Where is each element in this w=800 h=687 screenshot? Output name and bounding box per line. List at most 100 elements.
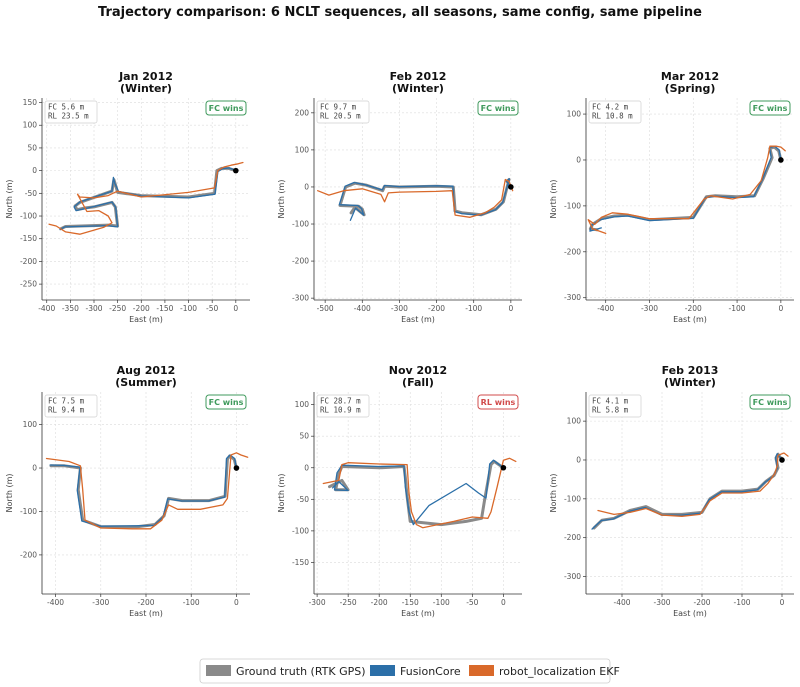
- panel-3: -400 -300 -200 -100 0 100 0 -100 -200 -300 East (m…: [549, 70, 794, 324]
- x-axis-label: East (m): [129, 609, 163, 618]
- x-axis-label: East (m): [673, 609, 707, 618]
- winner-badge-label: FC wins: [209, 398, 244, 407]
- x-tick-label: -250: [109, 304, 126, 313]
- x-tick-label: -300: [641, 304, 658, 313]
- panel-title: (Winter): [120, 82, 172, 95]
- panel-title: Feb 2013: [662, 364, 719, 377]
- x-axis-label: East (m): [401, 315, 435, 324]
- stats-text: FC 5.6 m: [48, 103, 85, 112]
- legend-swatch-ekf: [469, 665, 494, 676]
- y-tick-label: 0: [32, 464, 37, 473]
- x-tick-label: -50: [206, 304, 218, 313]
- winner-badge: [205, 100, 247, 116]
- stats-box: [44, 100, 98, 124]
- origin-marker: [233, 465, 240, 471]
- series-ekf: [45, 452, 249, 530]
- y-tick-label: -200: [564, 533, 581, 542]
- y-tick-label: 50: [299, 432, 309, 441]
- stats-text: FC 7.5 m: [48, 397, 85, 406]
- y-tick-label: 0: [304, 463, 309, 472]
- legend-swatch-ground_truth: [206, 665, 231, 676]
- y-tick-label: 200: [295, 108, 310, 117]
- x-axis-label: East (m): [129, 315, 163, 324]
- stats-text: RL 10.8 m: [592, 112, 633, 121]
- stats-text: RL 5.8 m: [592, 406, 629, 415]
- winner-badge: [205, 394, 247, 410]
- x-tick-label: -200: [137, 598, 154, 607]
- x-tick-label: -100: [733, 598, 750, 607]
- panel-2: -500 -400 -300 -200 -100 0 200 100 0 -100 -200 -300…: [277, 70, 522, 324]
- panel-1: -400 -350 -300 -250 -200 -150 -100 -50 0 150 100 50…: [5, 70, 250, 324]
- x-tick-label: -200: [693, 598, 710, 607]
- series-fusioncore: [338, 178, 512, 221]
- y-tick-label: -100: [292, 220, 309, 229]
- panel-5: -300 -250 -200 -150 -100 -50 0 100 50 0 -50 -100 -15…: [277, 364, 522, 618]
- stats-text: RL 20.5 m: [320, 112, 361, 121]
- y-tick-label: -100: [292, 526, 309, 535]
- legend-swatch-fusioncore: [370, 665, 395, 676]
- x-tick-label: 0: [501, 598, 506, 607]
- x-tick-label: 0: [508, 304, 513, 313]
- x-axis-label: East (m): [401, 609, 435, 618]
- y-tick-label: 0: [304, 182, 309, 191]
- stats-text: RL 9.4 m: [48, 406, 85, 415]
- series-ekf: [322, 457, 517, 529]
- x-tick-label: -400: [597, 304, 614, 313]
- origin-marker: [508, 184, 514, 190]
- y-tick-label: -200: [20, 257, 37, 266]
- x-tick-label: -100: [180, 304, 197, 313]
- origin-marker: [778, 157, 784, 163]
- y-tick-label: -100: [20, 507, 37, 516]
- y-axis-label: North (m): [549, 180, 558, 219]
- winner-badge-label: FC wins: [753, 104, 788, 113]
- y-tick-label: 100: [567, 417, 582, 426]
- y-tick-label: -100: [564, 201, 581, 210]
- x-tick-label: -300: [309, 598, 326, 607]
- x-tick-label: 0: [780, 598, 785, 607]
- x-tick-label: -500: [317, 304, 334, 313]
- legend-label-ekf: robot_localization EKF: [499, 665, 620, 678]
- y-tick-label: -50: [297, 495, 309, 504]
- y-tick-label: -200: [292, 257, 309, 266]
- series-ekf: [317, 178, 514, 218]
- y-axis-label: North (m): [277, 474, 286, 513]
- x-tick-label: -150: [402, 598, 419, 607]
- panel-title: (Winter): [664, 376, 716, 389]
- series-fusioncore: [59, 167, 237, 231]
- x-tick-label: -100: [433, 598, 450, 607]
- x-tick-label: -300: [391, 304, 408, 313]
- y-axis-label: North (m): [277, 180, 286, 219]
- panel-title: Feb 2012: [390, 70, 447, 83]
- panel-title: Aug 2012: [117, 364, 176, 377]
- y-tick-label: -50: [25, 189, 37, 198]
- x-tick-label: -100: [183, 598, 200, 607]
- y-tick-label: -200: [564, 247, 581, 256]
- winner-badge: [477, 100, 519, 116]
- y-tick-label: 150: [23, 98, 38, 107]
- series-ekf: [48, 161, 244, 235]
- winner-badge-label: RL wins: [481, 398, 516, 407]
- panel-title: (Summer): [115, 376, 177, 389]
- winner-badge: [749, 394, 791, 410]
- x-tick-label: -400: [354, 304, 371, 313]
- series-ground_truth: [588, 145, 783, 232]
- origin-marker: [500, 464, 507, 471]
- y-tick-label: 100: [295, 400, 310, 409]
- x-tick-label: -400: [47, 598, 64, 607]
- legend-label-ground_truth: Ground truth (RTK GPS): [236, 665, 366, 678]
- stats-box: [588, 100, 642, 124]
- x-tick-label: 0: [233, 304, 238, 313]
- y-tick-label: 50: [27, 143, 37, 152]
- x-tick-label: -100: [465, 304, 482, 313]
- stats-text: RL 23.5 m: [48, 112, 89, 121]
- stats-text: FC 28.7 m: [320, 397, 361, 406]
- winner-badge: [749, 100, 791, 116]
- y-tick-label: 100: [567, 110, 582, 119]
- x-tick-label: -200: [685, 304, 702, 313]
- stats-text: FC 4.1 m: [592, 397, 629, 406]
- y-tick-label: 0: [32, 166, 37, 175]
- x-tick-label: -200: [428, 304, 445, 313]
- x-tick-label: -150: [156, 304, 173, 313]
- series-ekf: [597, 452, 789, 517]
